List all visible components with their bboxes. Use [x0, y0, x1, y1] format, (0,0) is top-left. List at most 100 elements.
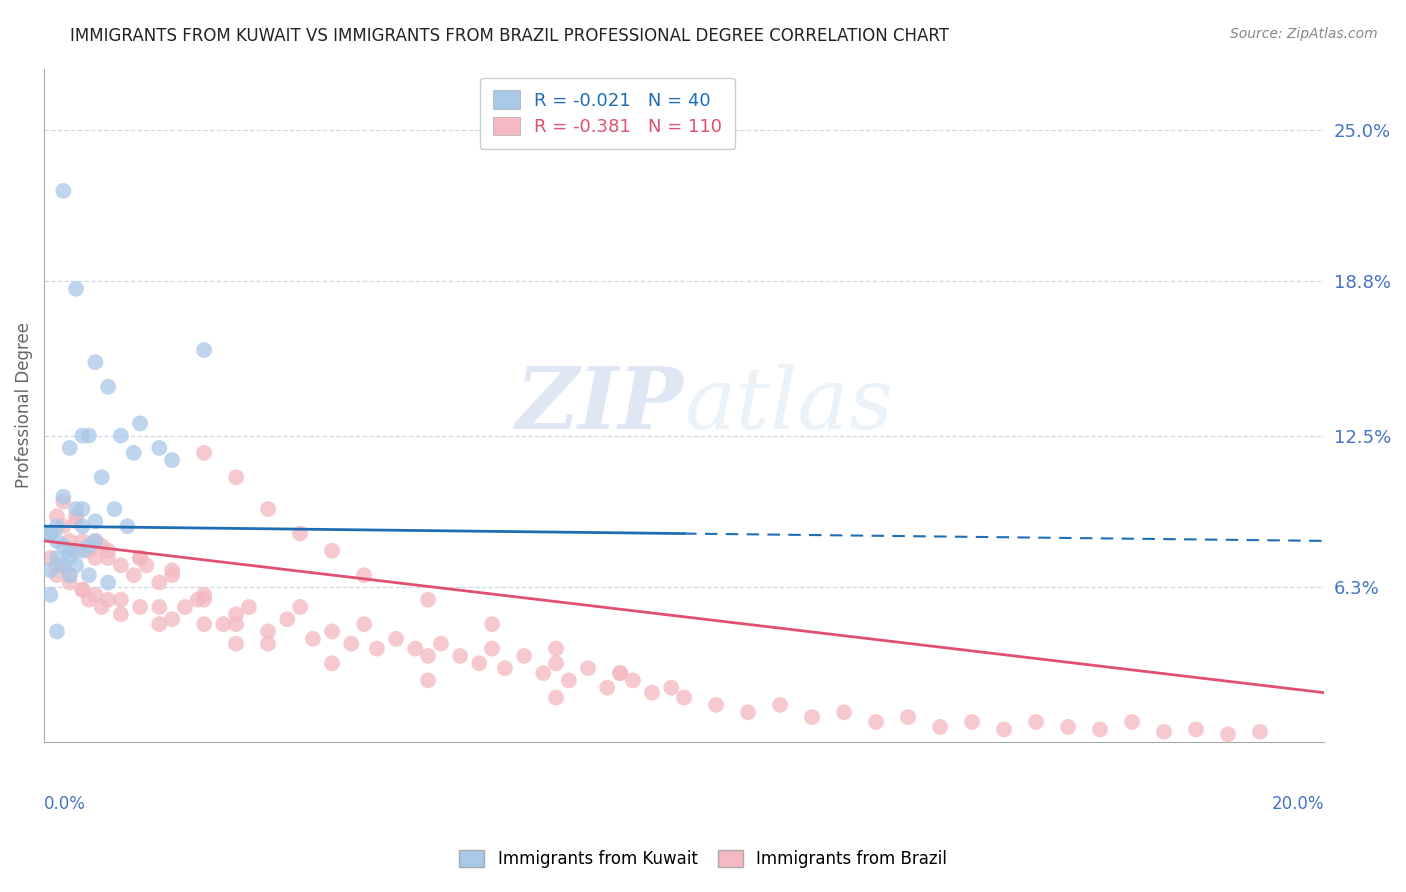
Point: [97, 575, 120, 590]
Point: [59, 533, 82, 548]
Point: [1025, 714, 1047, 729]
Point: [72, 519, 94, 533]
Point: [45, 519, 67, 533]
Point: [1216, 727, 1239, 741]
Point: [39, 526, 62, 541]
Point: [65, 282, 87, 296]
Point: [960, 714, 983, 729]
Point: [865, 714, 887, 729]
Text: Source: ZipAtlas.com: Source: ZipAtlas.com: [1230, 27, 1378, 41]
Point: [45, 509, 67, 524]
Point: [72, 533, 94, 548]
Point: [135, 558, 157, 573]
Point: [97, 592, 120, 607]
Point: [187, 592, 209, 607]
Point: [39, 526, 62, 541]
Point: [103, 502, 125, 516]
Point: [174, 599, 197, 614]
Point: [59, 441, 82, 455]
Point: [160, 453, 183, 467]
Point: [468, 657, 491, 671]
Point: [65, 558, 87, 573]
Legend: R = -0.021   N = 40, R = -0.381   N = 110: R = -0.021 N = 40, R = -0.381 N = 110: [479, 78, 735, 149]
Point: [494, 661, 516, 675]
Point: [321, 657, 343, 671]
Point: [737, 705, 759, 719]
Point: [77, 539, 100, 553]
Point: [416, 648, 439, 663]
Point: [160, 612, 183, 626]
Point: [52, 539, 75, 553]
Point: [59, 543, 82, 558]
Point: [353, 617, 375, 632]
Point: [238, 599, 260, 614]
Point: [621, 673, 644, 688]
Point: [148, 575, 170, 590]
Point: [546, 641, 568, 656]
Point: [52, 494, 75, 508]
Point: [110, 558, 132, 573]
Point: [129, 417, 152, 431]
Point: [257, 624, 280, 639]
Point: [65, 514, 87, 528]
Point: [52, 558, 75, 573]
Point: [513, 648, 536, 663]
Point: [52, 184, 75, 198]
Point: [59, 551, 82, 566]
Point: [59, 568, 82, 582]
Point: [546, 690, 568, 705]
Point: [84, 355, 107, 369]
Point: [72, 582, 94, 597]
Point: [193, 343, 215, 357]
Point: [257, 502, 280, 516]
Point: [801, 710, 824, 724]
Point: [84, 533, 107, 548]
Point: [160, 568, 183, 582]
Point: [90, 470, 112, 484]
Point: [276, 612, 298, 626]
Point: [122, 568, 145, 582]
Point: [659, 681, 682, 695]
Point: [77, 592, 100, 607]
Point: [148, 599, 170, 614]
Point: [531, 666, 554, 681]
Point: [288, 526, 311, 541]
Text: ZIP: ZIP: [516, 363, 685, 447]
Point: [1249, 724, 1271, 739]
Point: [148, 441, 170, 455]
Point: [769, 698, 792, 712]
Point: [609, 666, 631, 681]
Point: [481, 641, 503, 656]
Point: [385, 632, 408, 646]
Point: [97, 380, 120, 394]
Point: [340, 637, 363, 651]
Point: [110, 592, 132, 607]
Point: [481, 617, 503, 632]
Point: [1185, 723, 1208, 737]
Point: [97, 551, 120, 566]
Point: [59, 568, 82, 582]
Point: [832, 705, 855, 719]
Point: [558, 673, 581, 688]
Point: [673, 690, 696, 705]
Point: [257, 637, 280, 651]
Point: [90, 539, 112, 553]
Point: [84, 551, 107, 566]
Point: [45, 533, 67, 548]
Point: [929, 720, 952, 734]
Point: [148, 617, 170, 632]
Point: [704, 698, 727, 712]
Point: [39, 588, 62, 602]
Point: [225, 470, 247, 484]
Point: [366, 641, 388, 656]
Point: [45, 568, 67, 582]
Point: [193, 588, 215, 602]
Point: [84, 533, 107, 548]
Point: [110, 428, 132, 442]
Point: [353, 568, 375, 582]
Point: [39, 563, 62, 577]
Point: [609, 666, 631, 681]
Point: [39, 551, 62, 566]
Text: atlas: atlas: [685, 364, 893, 446]
Point: [52, 558, 75, 573]
